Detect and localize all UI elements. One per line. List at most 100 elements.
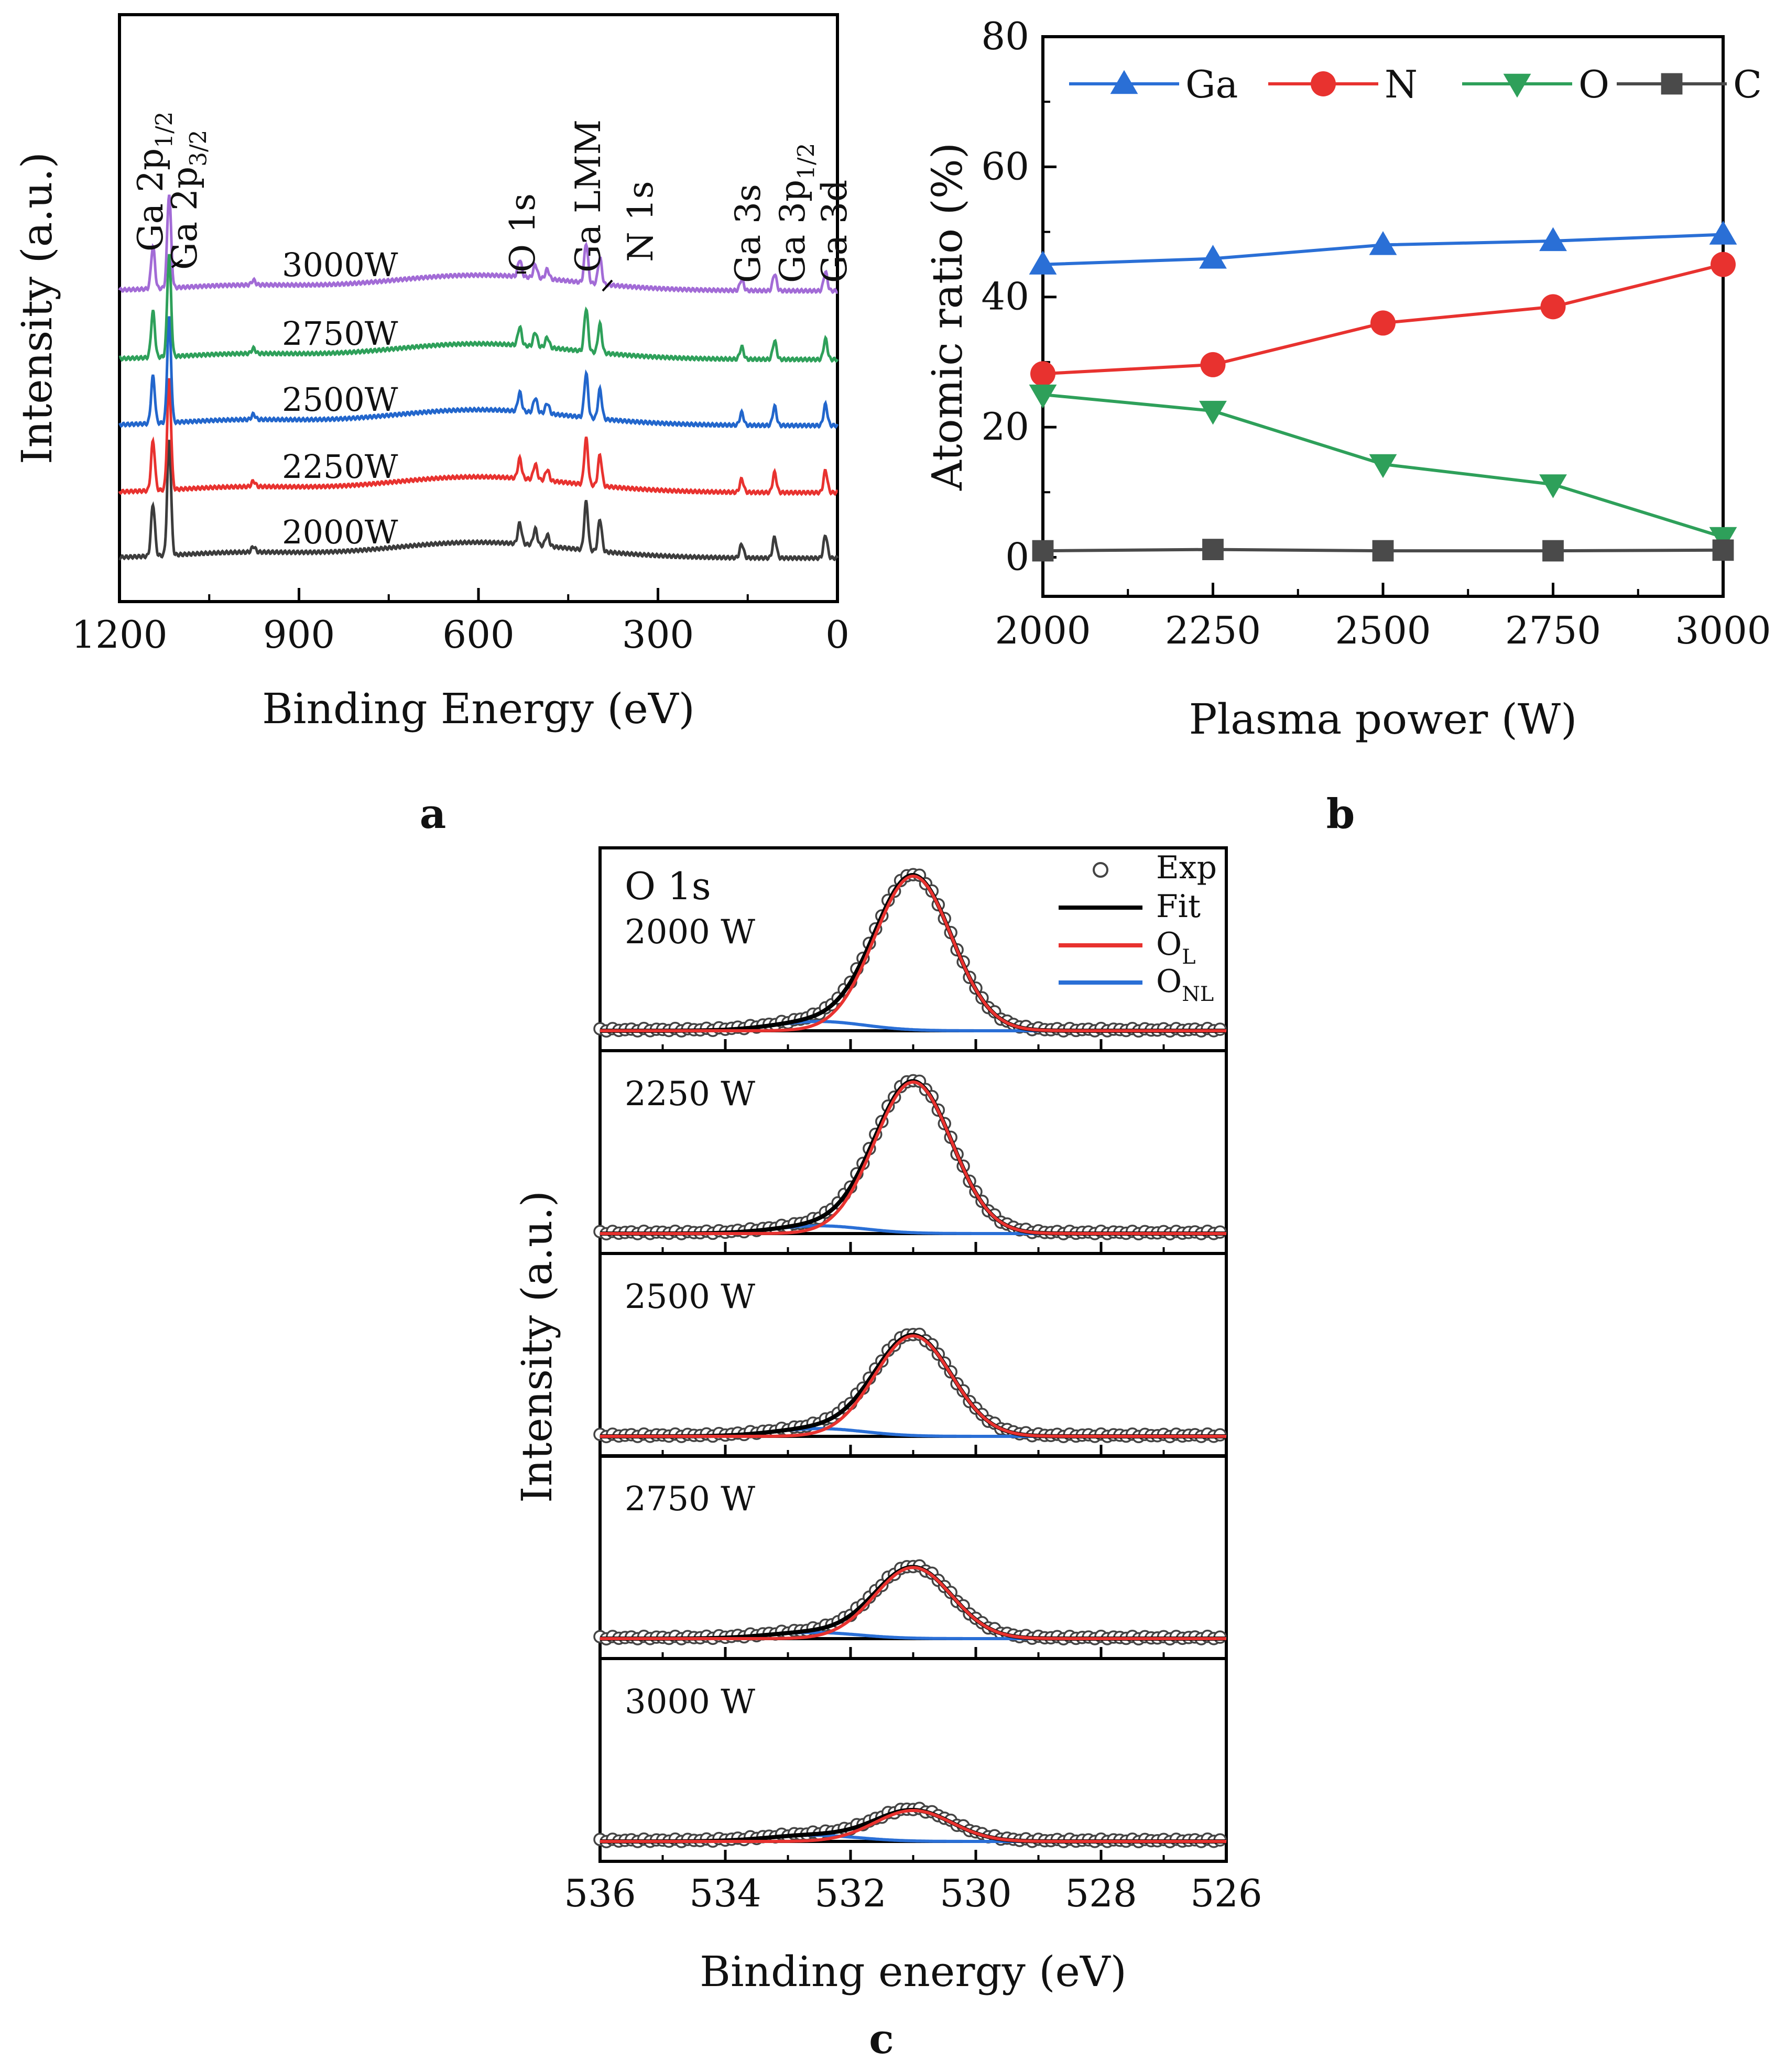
data-point-C-3000 xyxy=(1712,539,1734,561)
data-point-O-2250 xyxy=(1199,400,1227,425)
y-axis-label-b: Atomic ratio (%) xyxy=(923,143,972,491)
x-tick-label-b-3000: 3000 xyxy=(1675,608,1771,652)
panel-a-survey-spectra: 2000W 2250W 2500W 2750W 3000W 1200 900 600 300 0 B… xyxy=(13,13,855,838)
series-label-2500W: 2500W xyxy=(282,380,398,419)
legend-label-c-3-main: O xyxy=(1156,963,1182,1000)
ol-component-4 xyxy=(600,1809,1226,1843)
peak-label-4-main: N 1s xyxy=(620,181,661,262)
data-point-Ga-2000 xyxy=(1029,250,1057,275)
y-tick-label-b-40: 40 xyxy=(981,275,1029,319)
legend-label-c-2-sub: L xyxy=(1182,945,1195,969)
legend-label-O: O xyxy=(1578,62,1609,106)
subplot-label-1: 2250 W xyxy=(625,1075,755,1114)
x-axis-label-a: Binding Energy (eV) xyxy=(262,684,695,733)
legend-label-c-2: OL xyxy=(1156,926,1196,969)
y-tick-label-b-20: 20 xyxy=(981,405,1029,449)
x-tick-label-a-1200: 1200 xyxy=(71,613,167,657)
legend-marker-O xyxy=(1503,73,1531,98)
data-point-O-3000 xyxy=(1709,527,1737,551)
data-point-C-2500 xyxy=(1372,540,1394,562)
x-tick-label-c-534: 534 xyxy=(689,1871,761,1915)
x-tick-label-a-300: 300 xyxy=(622,613,694,657)
data-point-C-2000 xyxy=(1032,540,1054,562)
peak-label-6-sub: 1/2 xyxy=(793,143,820,180)
peak-label-0-main: Ga 2p xyxy=(130,148,171,252)
legend-label-c-0-main: Exp xyxy=(1156,849,1217,886)
legend-label-N: N xyxy=(1385,62,1418,106)
data-point-N-2250 xyxy=(1200,352,1226,377)
subplot-label-3: 2750 W xyxy=(625,1480,755,1519)
y-tick-label-b-60: 60 xyxy=(981,144,1029,188)
data-point-C-2250 xyxy=(1202,539,1224,560)
data-point-N-2750 xyxy=(1540,294,1566,320)
ol-component-1 xyxy=(600,1080,1226,1235)
series-label-3000W: 3000W xyxy=(282,246,398,284)
y-tick-label-b-0: 0 xyxy=(1005,535,1029,579)
legend-label-c-0: Exp xyxy=(1156,849,1217,886)
peak-label-1-main: Ga 2p xyxy=(165,167,205,270)
peak-label-2-main: O 1s xyxy=(503,193,543,272)
x-tick-label-a-900: 900 xyxy=(263,613,335,657)
data-point-N-2000 xyxy=(1030,361,1055,387)
x-tick-label-c-526: 526 xyxy=(1190,1871,1262,1915)
series-label-2250W: 2250W xyxy=(282,448,398,486)
legend-marker-Ga xyxy=(1110,70,1138,94)
peak-label-1: Ga 2p3/2 xyxy=(165,130,212,270)
x-tick-label-b-2250: 2250 xyxy=(1165,608,1261,652)
spectrum-line-3000W xyxy=(118,194,839,295)
x-axis-label-c: Binding energy (eV) xyxy=(700,1947,1127,1996)
peak-label-5-main: Ga 3s xyxy=(728,184,768,283)
data-point-O-2000 xyxy=(1029,384,1057,409)
subplot-label-4: 3000 W xyxy=(625,1683,755,1721)
legend-symbol-0 xyxy=(1093,862,1108,878)
x-tick-label-c-536: 536 xyxy=(564,1871,636,1915)
panel-c-o1s-spectra: 2000 W 2250 W 2500 W 2750 W 3000 W O 1s ExpFit… xyxy=(513,846,1262,2063)
peak-label-4: N 1s xyxy=(620,181,661,262)
legend-label-c-1-main: Fit xyxy=(1156,888,1201,925)
legend-marker-N xyxy=(1311,71,1336,96)
x-tick-label-b-2000: 2000 xyxy=(995,608,1091,652)
peak-label-2: O 1s xyxy=(503,193,543,272)
data-point-O-2500 xyxy=(1369,454,1397,478)
peak-label-0: Ga 2p1/2 xyxy=(130,112,178,252)
peak-label-1-sub: 3/2 xyxy=(186,130,212,167)
x-tick-label-b-2500: 2500 xyxy=(1335,608,1431,652)
legend-label-c-2-main: O xyxy=(1156,926,1182,963)
spectrum-line-2750W xyxy=(118,254,839,363)
peak-label-3: Ga LMM xyxy=(568,119,608,272)
data-point-N-3000 xyxy=(1711,252,1736,277)
peak-label-7-main: Ga 3d xyxy=(814,180,855,283)
y-axis-label-a: Intensity (a.u.) xyxy=(13,152,61,464)
x-tick-label-c-532: 532 xyxy=(814,1871,886,1915)
ol-component-2 xyxy=(600,1334,1226,1438)
peak-label-3-main: Ga LMM xyxy=(568,119,608,272)
data-point-Ga-3000 xyxy=(1709,221,1737,245)
data-point-C-2750 xyxy=(1542,540,1564,562)
legend-label-C: C xyxy=(1733,62,1762,106)
peak-label-7: Ga 3d xyxy=(814,180,855,283)
peak-label-6: Ga 3p1/2 xyxy=(772,143,820,283)
series-label-2000W: 2000W xyxy=(282,513,398,551)
legend-label-c-3-sub: NL xyxy=(1182,982,1214,1006)
y-axis-label-c: Intensity (a.u.) xyxy=(513,1191,561,1503)
legend-label-c-3: ONL xyxy=(1156,963,1214,1006)
panel-b-atomic-ratio: 2000 2250 2500 2750 3000 0 20 40 60 80 Plasma powe… xyxy=(923,14,1771,838)
x-tick-label-b-2750: 2750 xyxy=(1505,608,1601,652)
spectrum-line-2000W xyxy=(118,440,839,562)
peak-label-6-main: Ga 3p xyxy=(772,180,813,283)
legend-label-Ga: Ga xyxy=(1185,62,1238,106)
x-tick-label-c-530: 530 xyxy=(940,1871,1011,1915)
x-tick-label-a-0: 0 xyxy=(825,613,850,657)
legend-marker-C xyxy=(1661,73,1683,95)
subplot-title: O 1s xyxy=(625,864,711,908)
ol-component-0 xyxy=(600,874,1226,1032)
data-point-O-2750 xyxy=(1539,474,1567,498)
data-point-Ga-2500 xyxy=(1369,231,1397,255)
data-point-Ga-2750 xyxy=(1539,227,1567,252)
y-tick-label-b-80: 80 xyxy=(981,14,1029,58)
data-point-N-2500 xyxy=(1370,310,1396,336)
x-tick-label-a-600: 600 xyxy=(442,613,514,657)
subplot-label-0: 2000 W xyxy=(625,913,755,952)
